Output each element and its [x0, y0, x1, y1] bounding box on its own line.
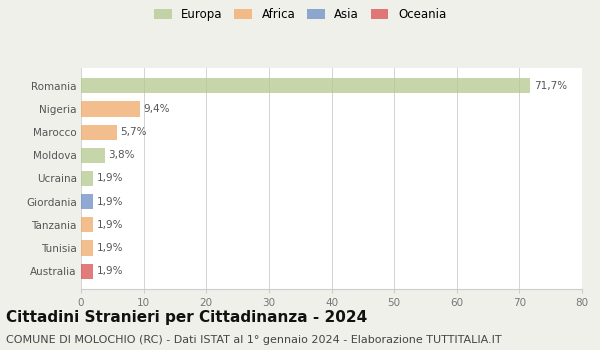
- Text: 9,4%: 9,4%: [143, 104, 170, 114]
- Legend: Europa, Africa, Asia, Oceania: Europa, Africa, Asia, Oceania: [151, 6, 449, 24]
- Text: 1,9%: 1,9%: [97, 220, 123, 230]
- Bar: [81, 240, 93, 256]
- Text: Cittadini Stranieri per Cittadinanza - 2024: Cittadini Stranieri per Cittadinanza - 2…: [6, 310, 367, 325]
- Text: 5,7%: 5,7%: [121, 127, 147, 137]
- Text: 1,9%: 1,9%: [97, 243, 123, 253]
- Text: 1,9%: 1,9%: [97, 266, 123, 276]
- Bar: [81, 264, 93, 279]
- Bar: [81, 102, 140, 117]
- Bar: [81, 78, 530, 93]
- Text: COMUNE DI MOLOCHIO (RC) - Dati ISTAT al 1° gennaio 2024 - Elaborazione TUTTITALI: COMUNE DI MOLOCHIO (RC) - Dati ISTAT al …: [6, 335, 502, 345]
- Text: 1,9%: 1,9%: [97, 174, 123, 183]
- Text: 3,8%: 3,8%: [109, 150, 135, 160]
- Text: 71,7%: 71,7%: [534, 81, 567, 91]
- Bar: [81, 194, 93, 209]
- Bar: [81, 171, 93, 186]
- Text: 1,9%: 1,9%: [97, 197, 123, 206]
- Bar: [81, 125, 116, 140]
- Bar: [81, 217, 93, 232]
- Bar: [81, 148, 105, 163]
